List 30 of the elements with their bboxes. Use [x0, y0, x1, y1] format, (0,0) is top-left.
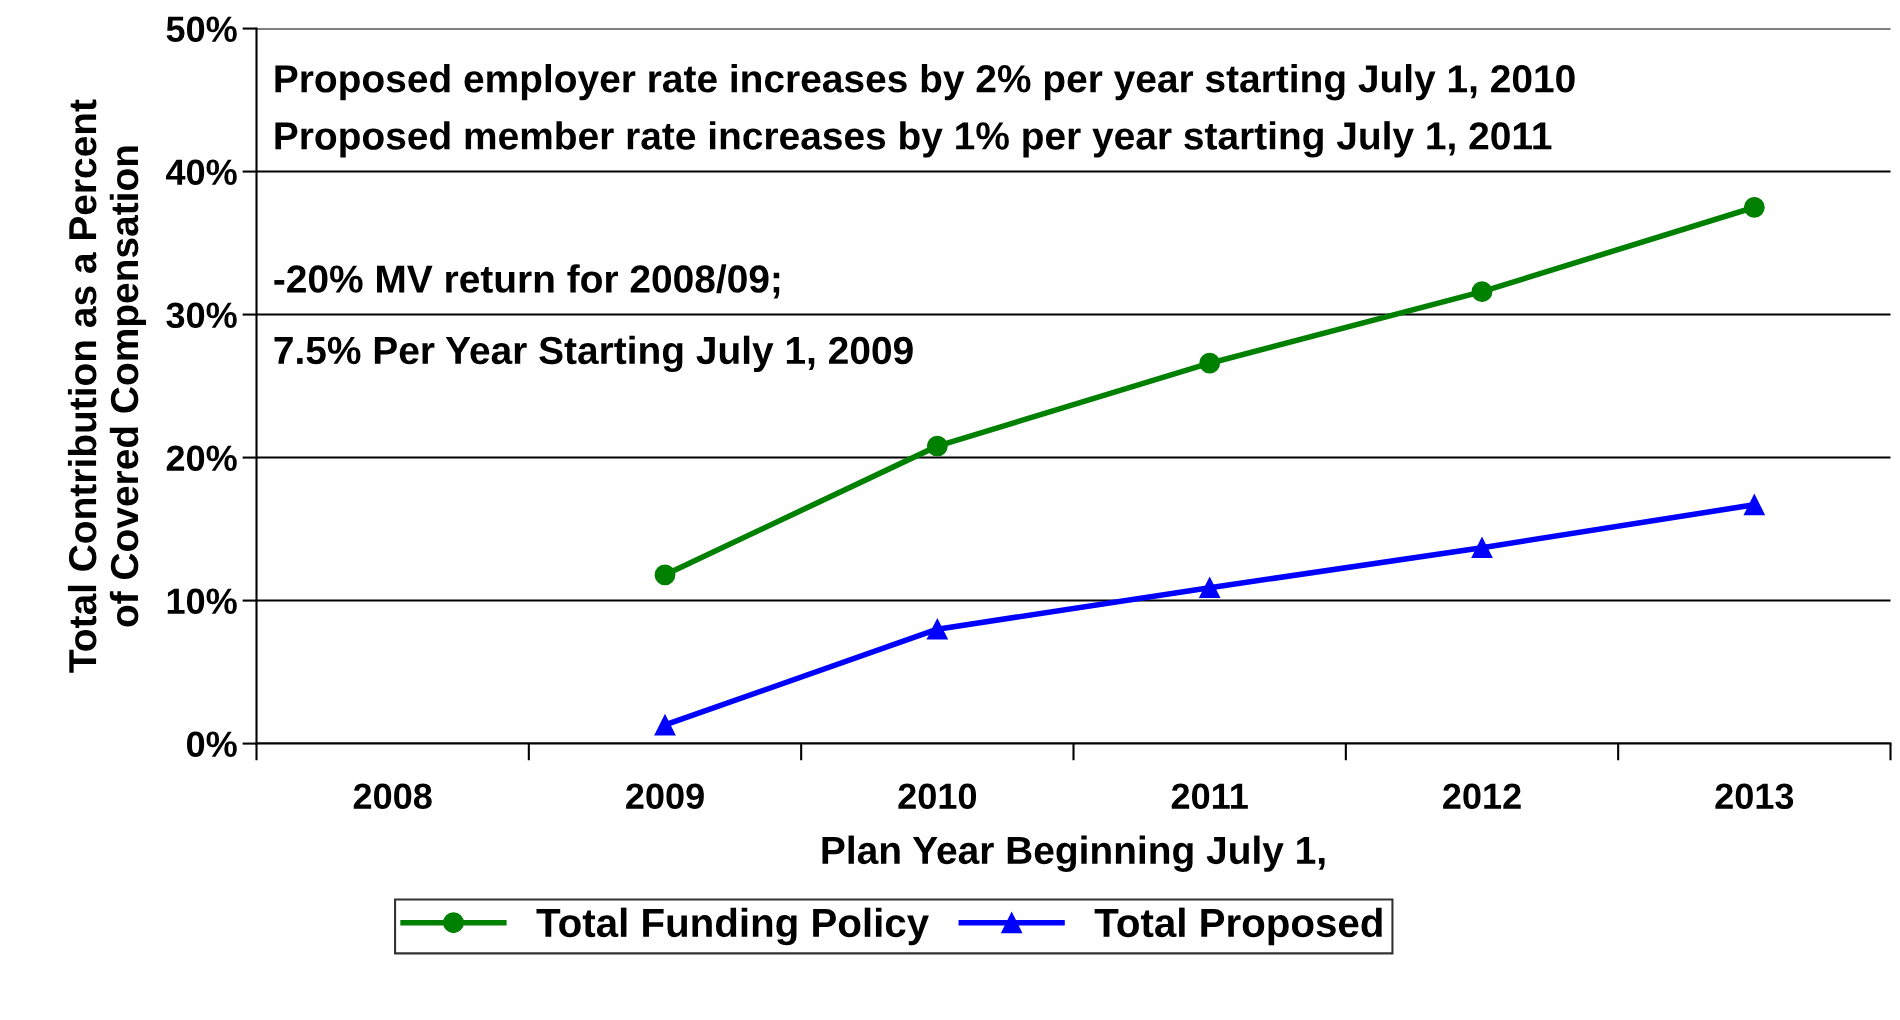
point [1471, 537, 1493, 559]
point [654, 564, 676, 586]
point [1471, 281, 1493, 303]
x-tick-label: 2011 [1171, 783, 1248, 809]
y-axis-title: Total Contribution as a Percent of Covered Compensation [67, 99, 147, 673]
point [1199, 577, 1221, 599]
x-tick-label: 2013 [1715, 783, 1794, 810]
point [1743, 494, 1765, 516]
point [926, 435, 948, 457]
legend-label: Total Funding Policy [536, 907, 929, 946]
annotation: Proposed employer rate increases by 2% per year starting July 1, 2010 [275, 63, 1575, 101]
legend-label: Total Proposed [1094, 907, 1382, 946]
y-tick-label: 10% [167, 588, 237, 615]
y-tick-label: 50% [166, 16, 237, 42]
y-tick-label: 0% [186, 731, 237, 758]
point [1199, 352, 1221, 374]
point [926, 618, 948, 640]
y-tick-label: 20% [166, 445, 237, 472]
x-tick-label: 2010 [898, 783, 977, 809]
x-axis-title: Plan Year Beginning July 1, [822, 835, 1325, 872]
y-tick-label: 30% [166, 302, 237, 329]
annotation: 7.5% Per Year Starting July 1, 2009 [274, 335, 913, 373]
x-tick-label: 2008 [353, 783, 432, 809]
point [654, 714, 676, 736]
y-tick-label: 40% [166, 159, 237, 185]
x-tick-label: 2012 [1443, 783, 1521, 809]
annotation: -20% MV return for 2008/09; [274, 264, 780, 299]
point [1743, 196, 1765, 218]
x-tick-label: 2009 [626, 783, 704, 809]
annotation: Proposed member rate increases by 1% per year starting July 1, 2011 [275, 121, 1552, 158]
